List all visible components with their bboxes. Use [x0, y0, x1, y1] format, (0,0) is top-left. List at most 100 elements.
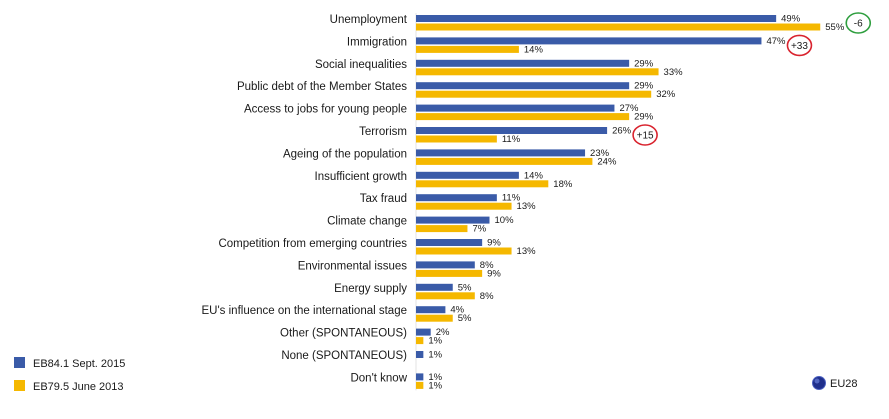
- category-label: Energy supply: [334, 283, 407, 295]
- legend-label-series-2: EB79.5 June 2013: [33, 381, 124, 393]
- bar-series-2: [416, 157, 593, 165]
- category-label: EU's influence on the international stag…: [202, 305, 408, 317]
- data-label-series-2: 8%: [480, 291, 494, 302]
- bar-series-1: [416, 373, 424, 381]
- change-badge-ring: [632, 124, 658, 146]
- change-badge-ring: [845, 12, 872, 34]
- bar-series-1: [416, 306, 446, 314]
- change-badge-label: +15: [637, 131, 654, 142]
- bar-series-1: [416, 149, 586, 157]
- data-label-series-1: 5%: [458, 282, 472, 293]
- data-label-series-1: 8%: [480, 260, 494, 271]
- data-label-series-2: 14%: [524, 44, 544, 55]
- data-label-series-2: 18%: [553, 179, 573, 190]
- data-label-series-1: 9%: [487, 238, 501, 249]
- category-label: Environmental issues: [298, 260, 408, 272]
- data-label-series-2: 55%: [825, 22, 845, 33]
- bar-series-1: [416, 283, 453, 291]
- eu-flag-icon-highlight: [814, 378, 820, 384]
- category-label: Ageing of the population: [283, 148, 407, 160]
- data-label-series-2: 13%: [517, 246, 537, 257]
- bar-series-1: [416, 82, 630, 90]
- bar-series-2: [416, 113, 630, 121]
- data-label-series-1: 1%: [428, 350, 442, 361]
- annotations-layer: -6 +33 +15: [632, 12, 872, 146]
- region-label: EU28: [830, 378, 858, 390]
- data-label-series-2: 11%: [502, 134, 521, 145]
- data-label-series-2: 29%: [634, 112, 654, 123]
- bar-series-2: [416, 202, 512, 210]
- bar-series-2: [416, 247, 512, 255]
- data-label-series-2: 24%: [597, 156, 617, 167]
- legend-label-series-1: EB84.1 Sept. 2015: [33, 358, 125, 370]
- category-label: Immigration: [347, 36, 407, 48]
- bar-series-2: [416, 225, 468, 233]
- data-label-series-2: 5%: [458, 313, 472, 324]
- bar-series-1: [416, 37, 762, 45]
- category-label: Public debt of the Member States: [237, 81, 407, 93]
- data-label-series-2: 1%: [428, 336, 442, 347]
- data-label-series-2: 32%: [656, 89, 676, 100]
- category-label: Unemployment: [330, 14, 408, 26]
- bar-series-1: [416, 239, 483, 246]
- category-label: Insufficient growth: [315, 171, 407, 183]
- legend: EB84.1 Sept. 2015 EB79.5 June 2013: [14, 357, 125, 393]
- data-label-series-1: 26%: [612, 126, 632, 137]
- bar-series-2: [416, 381, 424, 389]
- category-label: Climate change: [327, 216, 407, 228]
- bar-series-1: [416, 15, 777, 22]
- data-label-series-1: 29%: [634, 58, 654, 69]
- bar-series-1: [416, 216, 490, 224]
- bars-layer: [416, 15, 821, 389]
- bar-series-2: [416, 68, 659, 76]
- data-label-series-1: 47%: [766, 36, 786, 47]
- data-label-series-1: 49%: [781, 14, 801, 25]
- category-label: Terrorism: [359, 126, 407, 138]
- bar-series-1: [416, 104, 615, 112]
- legend-swatch-series-2: [14, 380, 25, 391]
- bar-series-2: [416, 23, 821, 31]
- category-label: Don't know: [350, 372, 407, 384]
- bar-series-2: [416, 269, 483, 277]
- category-label: None (SPONTANEOUS): [281, 350, 407, 362]
- region-indicator: EU28: [812, 376, 858, 390]
- bar-series-2: [416, 337, 424, 345]
- data-label-series-2: 33%: [664, 67, 684, 78]
- data-label-series-2: 9%: [487, 268, 501, 279]
- category-label: Tax fraud: [360, 193, 407, 205]
- data-label-series-1: 23%: [590, 148, 610, 159]
- bar-series-2: [416, 45, 519, 53]
- bar-series-1: [416, 351, 424, 358]
- labels-layer: Unemployment 49% 55% Immigration 47% 14% Socia…: [202, 14, 845, 392]
- legend-swatch-series-1: [14, 357, 25, 368]
- data-label-series-1: 14%: [524, 170, 544, 181]
- eu-flag-icon: [812, 376, 826, 390]
- bar-series-2: [416, 90, 652, 98]
- data-label-series-1: 4%: [450, 305, 464, 316]
- data-label-series-1: 2%: [436, 327, 450, 338]
- data-label-series-1: 10%: [495, 215, 515, 226]
- change-badge-ring: [786, 34, 813, 57]
- data-label-series-1: 29%: [634, 81, 654, 92]
- bar-series-1: [416, 328, 431, 336]
- category-label: Other (SPONTANEOUS): [280, 328, 407, 340]
- bar-series-1: [416, 127, 608, 134]
- category-label: Competition from emerging countries: [218, 238, 407, 250]
- data-label-series-1: 11%: [502, 193, 521, 204]
- data-label-series-2: 13%: [517, 201, 537, 212]
- change-badge-label: +33: [791, 41, 808, 52]
- category-label: Social inequalities: [315, 59, 407, 71]
- bar-series-1: [416, 194, 497, 202]
- bar-series-2: [416, 314, 453, 322]
- data-label-series-1: 1%: [428, 372, 442, 383]
- bar-series-2: [416, 135, 497, 143]
- bar-series-1: [416, 171, 519, 179]
- data-label-series-2: 1%: [428, 380, 442, 391]
- category-label: Access to jobs for young people: [244, 104, 407, 116]
- bar-series-2: [416, 180, 549, 188]
- data-label-series-1: 27%: [619, 103, 639, 114]
- bar-series-1: [416, 261, 475, 269]
- bar-series-1: [416, 59, 630, 67]
